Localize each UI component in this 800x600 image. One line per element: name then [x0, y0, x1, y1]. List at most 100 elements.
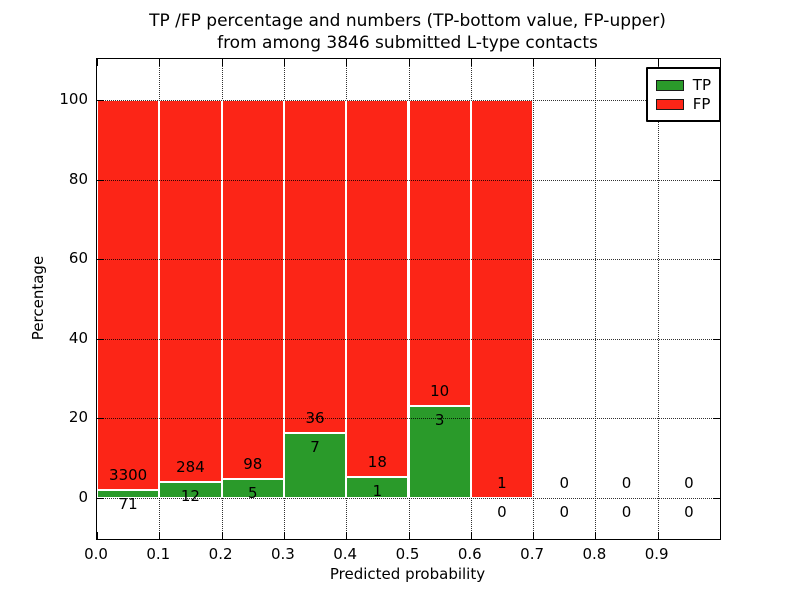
- y-tick-label: 20: [68, 408, 88, 427]
- y-tick-mark: [97, 498, 104, 499]
- x-tick-mark-top: [97, 59, 98, 66]
- y-tick-label: 0: [78, 488, 88, 506]
- x-tick-mark: [533, 532, 535, 539]
- tp-count-label: 71: [118, 494, 138, 513]
- tp-bar-segment: [221, 478, 284, 498]
- fp-bar-segment: [408, 100, 471, 407]
- x-tick-mark-top: [221, 59, 223, 66]
- x-tick-label: 0.9: [644, 545, 669, 563]
- tp-count-label: 7: [310, 438, 320, 457]
- tp-count-label: 12: [180, 486, 200, 505]
- x-tick-mark-top: [533, 59, 535, 66]
- legend-label-fp: FP: [692, 95, 711, 113]
- x-tick-mark-top: [408, 59, 410, 66]
- fp-count-label: 98: [243, 454, 263, 473]
- fp-count-label: 0: [684, 474, 694, 492]
- x-tick-mark: [159, 532, 161, 539]
- tp-bar-segment: [408, 406, 471, 498]
- x-tick-mark: [221, 532, 223, 539]
- x-tick-label: 0.5: [395, 545, 420, 563]
- legend: TP FP: [645, 67, 721, 122]
- vertical-gridline: [657, 59, 659, 539]
- legend-item-tp: TP: [655, 76, 711, 94]
- x-tick-mark: [595, 532, 597, 539]
- fp-bar-segment: [470, 100, 534, 498]
- horizontal-gridline: [97, 418, 720, 420]
- horizontal-gridline: [97, 259, 720, 261]
- x-tick-label: 0.0: [84, 545, 108, 563]
- y-tick-mark: [97, 179, 104, 181]
- chart-title: TP /FP percentage and numbers (TP-bottom…: [96, 10, 719, 54]
- tp-bar-segment: [97, 489, 160, 498]
- fp-bar-segment: [159, 100, 222, 482]
- tp-bar-segment: [346, 477, 409, 498]
- x-tick-label: 0.4: [333, 545, 358, 563]
- y-tick-mark: [97, 259, 104, 261]
- x-tick-label: 0.8: [582, 545, 607, 563]
- x-tick-mark-top: [595, 59, 597, 66]
- x-tick-mark-top: [657, 59, 659, 66]
- tp-count-label: 0: [621, 503, 632, 521]
- tp-bar-segment: [159, 481, 222, 498]
- tp-count-label: 0: [559, 503, 570, 521]
- y-tick-label: 80: [68, 169, 88, 188]
- y-tick-mark: [97, 100, 104, 101]
- tp-count-label: 0: [497, 503, 507, 521]
- y-tick-label: 60: [68, 249, 88, 268]
- vertical-gridline: [595, 59, 597, 539]
- fp-count-label: 284: [176, 457, 205, 476]
- x-tick-label: 0.2: [208, 545, 233, 563]
- tp-count-label: 0: [684, 503, 694, 521]
- x-tick-mark: [283, 532, 285, 539]
- fp-count-label: 18: [367, 453, 387, 472]
- y-tick-mark: [97, 338, 104, 340]
- fp-bar-segment: [97, 100, 160, 490]
- fp-bar-segment: [283, 100, 347, 434]
- x-tick-label: 0.1: [146, 545, 171, 563]
- tp-bar-segment: [283, 433, 347, 498]
- x-tick-mark-top: [159, 59, 161, 66]
- x-axis-label: Predicted probability: [329, 565, 486, 583]
- y-tick-mark: [97, 418, 104, 420]
- y-tick-mark-right: [713, 179, 720, 181]
- tp-count-label: 1: [372, 482, 383, 501]
- legend-label-tp: TP: [692, 76, 711, 94]
- y-tick-mark-right: [713, 259, 720, 261]
- fp-bar-segment: [346, 100, 409, 478]
- x-tick-mark-top: [470, 59, 472, 66]
- fp-swatch-icon: [655, 98, 684, 110]
- horizontal-gridline: [97, 498, 720, 499]
- y-tick-mark-right: [713, 498, 720, 499]
- x-tick-mark: [657, 532, 659, 539]
- tp-count-label: 3: [434, 411, 445, 430]
- chart-title-line1: TP /FP percentage and numbers (TP-bottom…: [149, 11, 666, 31]
- x-tick-label: 0.7: [520, 545, 545, 563]
- x-tick-mark: [408, 532, 410, 539]
- fp-count-label: 10: [430, 382, 450, 401]
- tp-swatch-icon: [655, 79, 684, 91]
- y-tick-mark-right: [713, 338, 720, 340]
- x-tick-mark: [97, 532, 98, 539]
- fp-count-label: 0: [559, 474, 570, 492]
- fp-count-label: 36: [305, 409, 325, 428]
- x-tick-mark: [470, 532, 472, 539]
- fp-count-label: 1: [497, 474, 507, 492]
- fp-count-label: 0: [621, 474, 632, 492]
- x-tick-label: 0.6: [457, 545, 482, 563]
- horizontal-gridline: [97, 100, 720, 101]
- horizontal-gridline: [97, 338, 720, 340]
- y-axis-label: Percentage: [29, 255, 47, 341]
- x-tick-label: 0.3: [270, 545, 295, 563]
- tp-count-label: 5: [247, 483, 258, 502]
- x-tick-mark-top: [346, 59, 348, 66]
- chart-title-line2: from among 3846 submitted L-type contact…: [217, 33, 598, 53]
- plot-area: TP FP 3300 71 284 12 98 5 36 7 18 1 10 3 1 0 0 0 0 0 0 0: [96, 58, 721, 540]
- vertical-gridline: [533, 59, 535, 539]
- x-tick-mark-top: [283, 59, 285, 66]
- y-tick-mark-right: [713, 418, 720, 420]
- fp-bar-segment: [221, 100, 284, 479]
- horizontal-gridline: [97, 179, 720, 181]
- x-tick-mark: [346, 532, 348, 539]
- y-tick-label: 100: [59, 90, 88, 108]
